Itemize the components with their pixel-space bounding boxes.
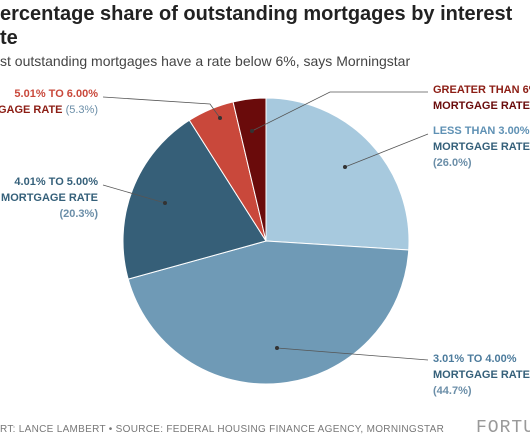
slice-label-line: MORTGAGE RATE bbox=[433, 100, 530, 112]
leader-dot bbox=[343, 165, 347, 169]
slice-label: 5.01% TO 6.00% bbox=[14, 88, 98, 100]
slice-label: LESS THAN 3.00% bbox=[433, 125, 530, 137]
value-label: (20.3%) bbox=[59, 208, 98, 220]
pie-slice bbox=[232, 97, 267, 242]
slice-label-line: MORTGAGE RATE bbox=[433, 141, 530, 153]
slice-label-line: 4.01% TO 5.00% bbox=[14, 176, 98, 188]
leader-dot bbox=[218, 116, 222, 120]
logo: FORTU bbox=[476, 418, 530, 438]
chart-subtitle: st outstanding mortgages have a rate bel… bbox=[0, 53, 410, 69]
leader-line bbox=[344, 133, 429, 168]
pie-slice bbox=[122, 119, 267, 280]
leader-dot bbox=[250, 129, 254, 133]
slice-label: MORTGAGE RATE bbox=[433, 369, 530, 381]
pie-slice bbox=[265, 97, 410, 251]
leader-line bbox=[102, 184, 166, 204]
slice-label: 3.01% TO 4.00% bbox=[433, 353, 517, 365]
slice-label: 4.01% TO 5.00% bbox=[14, 176, 98, 188]
value-label: (5.3%) bbox=[66, 104, 98, 116]
slice-label-line: 3.01% TO 4.00% bbox=[433, 353, 517, 365]
slice-label-line: LESS THAN 3.00% bbox=[433, 125, 530, 137]
slice-label-line: 5.01% TO 6.00% bbox=[14, 88, 98, 100]
slice-label-line: GREATER THAN 6% bbox=[433, 84, 530, 96]
slice-label: MORTGAGE RATE (3 bbox=[433, 100, 530, 112]
slice-label: MORTGAGE RATE bbox=[1, 192, 98, 204]
value-label: (44.7%) bbox=[433, 385, 472, 397]
slice-label: RTGAGE RATE (5.3%) bbox=[0, 104, 98, 116]
pie-slice bbox=[127, 240, 410, 385]
source: RT: LANCE LAMBERT • SOURCE: FEDERAL HOUS… bbox=[0, 424, 444, 435]
chart-title: ercentage share of outstanding mortgages… bbox=[0, 3, 513, 25]
slice-label-line: MORTGAGE RATE bbox=[433, 369, 530, 381]
slice-label-line: MORTGAGE RATE bbox=[1, 192, 98, 204]
leader-dot bbox=[275, 346, 279, 350]
slice-label: GREATER THAN 6% bbox=[433, 84, 530, 96]
leader-line bbox=[102, 96, 221, 119]
leader-dot bbox=[163, 201, 167, 205]
slice-label-line: RTGAGE RATE bbox=[0, 104, 63, 116]
value-label: (26.0%) bbox=[433, 157, 472, 169]
leader-line bbox=[276, 347, 429, 361]
slice-label: MORTGAGE RATE bbox=[433, 141, 530, 153]
leader-line bbox=[251, 91, 428, 132]
chart-title: te bbox=[0, 27, 18, 49]
